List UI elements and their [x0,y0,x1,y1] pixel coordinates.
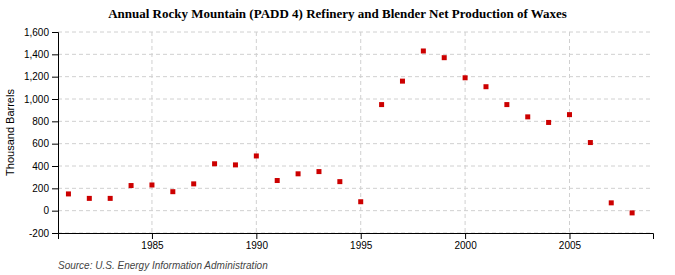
point [442,55,447,60]
point [358,199,363,204]
tick-mark [52,99,58,100]
point [337,179,342,184]
point [525,114,530,119]
grid-line [256,32,257,233]
y-axis: -200 0 200 400 600 800 1,000 1,200 1,400 1,600 [24,27,59,239]
source-note: Source: U.S. Energy Information Administ… [58,260,268,271]
grid-line [58,54,653,55]
grid-line [58,99,653,100]
tick: 1,400 [24,49,58,60]
tick-label: 1,000 [24,94,49,105]
axis-line [52,33,59,234]
axis-line [59,234,654,240]
point [483,84,488,89]
tick: 1,000 [24,94,58,105]
point [296,171,301,176]
point [66,191,71,196]
grid-line [58,143,653,144]
tick: 1995 [350,233,373,251]
tick-mark [52,121,58,122]
tick: 1,600 [24,27,58,38]
tick-label: 400 [32,161,49,172]
point [275,178,280,183]
tick: 2005 [559,233,582,251]
point [191,181,196,186]
tick: 1990 [246,233,269,251]
point [149,182,154,187]
tick-mark [256,233,257,239]
tick-mark [52,211,58,212]
point [254,153,259,158]
point [630,210,635,215]
point [212,161,217,166]
tick-label: -200 [29,228,49,239]
y-axis-title: Thousand Barrels [4,89,16,176]
tick-label: 1985 [141,240,164,251]
point [87,196,92,201]
points [66,48,635,215]
grid-line [58,32,653,33]
tick-label: 2000 [454,240,477,251]
tick-label: 600 [32,138,49,149]
point [316,169,321,174]
tick-mark [52,233,58,234]
point [463,75,468,80]
tick: 0 [43,205,58,216]
tick-mark [52,144,58,145]
grid [58,32,653,233]
point [504,102,509,107]
tick-mark [569,233,570,239]
tick: 2000 [454,233,477,251]
tick: 600 [32,138,58,149]
plot: 1985 1990 1995 2000 2005 -200 0 200 400 600 800 1,0… [24,27,654,251]
tick: 1,200 [24,71,58,82]
point [108,196,113,201]
point [129,183,134,188]
tick: 200 [32,183,58,194]
grid-line [58,76,653,77]
tick-label: 1,200 [24,71,49,82]
tick-label: 800 [32,116,49,127]
tick-label: 2005 [559,240,582,251]
point [233,162,238,167]
tick-mark [52,166,58,167]
point [588,140,593,145]
chart: 1985 1990 1995 2000 2005 -200 0 200 400 600 800 1,0… [0,0,675,275]
tick-label: 200 [32,183,49,194]
grid-line [58,188,653,189]
grid-line [58,210,653,211]
tick: 800 [32,116,58,127]
grid-line [151,32,152,233]
tick-mark [465,233,466,239]
grid-line [465,32,466,233]
title: Annual Rocky Mountain (PADD 4) Refinery … [108,6,567,21]
tick-mark [52,32,58,33]
tick-label: 1,600 [24,27,49,38]
tick-mark [52,54,58,55]
point [546,120,551,125]
point [567,112,572,117]
grid-line [58,121,653,122]
x-axis: 1985 1990 1995 2000 2005 [59,233,654,251]
tick-mark [361,233,362,239]
tick-mark [152,233,153,239]
point [170,189,175,194]
point [421,48,426,53]
grid-line [569,32,570,233]
point [379,102,384,107]
tick: 400 [32,161,58,172]
tick-label: 1,400 [24,49,49,60]
grid-line [58,166,653,167]
tick-label: 1990 [246,240,269,251]
tick: -200 [29,228,58,239]
tick-label: 0 [43,205,49,216]
tick: 1985 [141,233,164,251]
tick-mark [52,77,58,78]
point [400,79,405,84]
tick-mark [52,188,58,189]
point [609,200,614,205]
tick-label: 1995 [350,240,373,251]
